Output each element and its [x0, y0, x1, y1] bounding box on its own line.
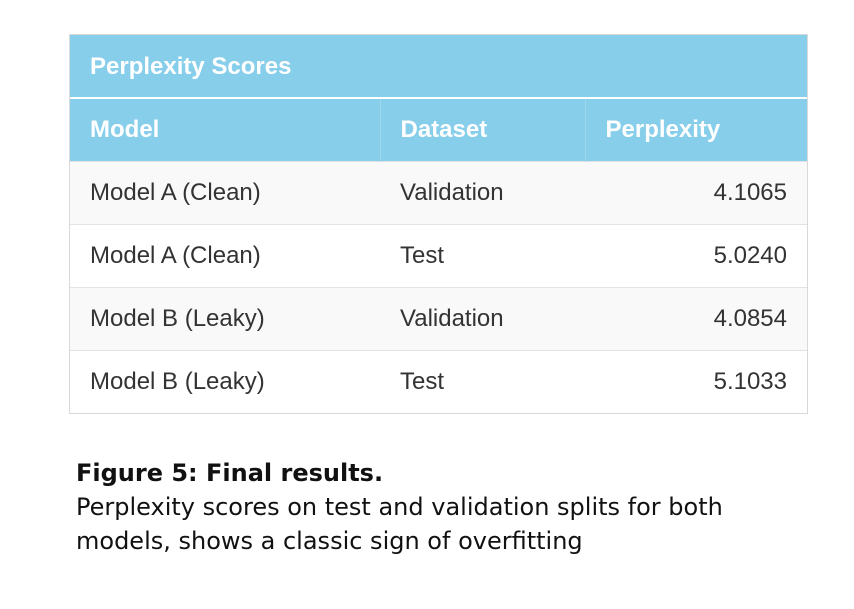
- column-header-dataset: Dataset: [380, 99, 586, 161]
- cell-model: Model B (Leaky): [70, 349, 380, 413]
- cell-perplexity: 4.0854: [585, 286, 807, 350]
- column-header-model: Model: [70, 99, 381, 161]
- cell-dataset: Validation: [380, 160, 585, 224]
- cell-dataset: Test: [380, 223, 585, 287]
- cell-perplexity: 5.1033: [585, 349, 807, 413]
- cell-dataset: Validation: [380, 286, 585, 350]
- table-row: Model A (Clean) Test 5.0240: [70, 223, 807, 287]
- cell-model: Model B (Leaky): [70, 286, 380, 350]
- figure-caption: Figure 5: Final results. Perplexity scor…: [76, 456, 776, 558]
- caption-title: Figure 5: Final results.: [76, 459, 384, 487]
- header-row: Model Dataset Perplexity: [70, 99, 807, 161]
- results-table: Model Dataset Perplexity Model A (Clean)…: [70, 99, 807, 413]
- perplexity-table: Perplexity Scores Model Dataset Perplexi…: [69, 34, 808, 414]
- cell-perplexity: 4.1065: [585, 160, 807, 224]
- cell-model: Model A (Clean): [70, 160, 380, 224]
- table-title: Perplexity Scores: [70, 35, 807, 99]
- table-row: Model B (Leaky) Validation 4.0854: [70, 286, 807, 350]
- column-header-perplexity: Perplexity: [585, 99, 807, 161]
- table-row: Model A (Clean) Validation 4.1065: [70, 160, 807, 224]
- table-row: Model B (Leaky) Test 5.1033: [70, 349, 807, 413]
- cell-dataset: Test: [380, 349, 585, 413]
- cell-model: Model A (Clean): [70, 223, 380, 287]
- cell-perplexity: 5.0240: [585, 223, 807, 287]
- caption-body: Perplexity scores on test and validation…: [76, 493, 723, 555]
